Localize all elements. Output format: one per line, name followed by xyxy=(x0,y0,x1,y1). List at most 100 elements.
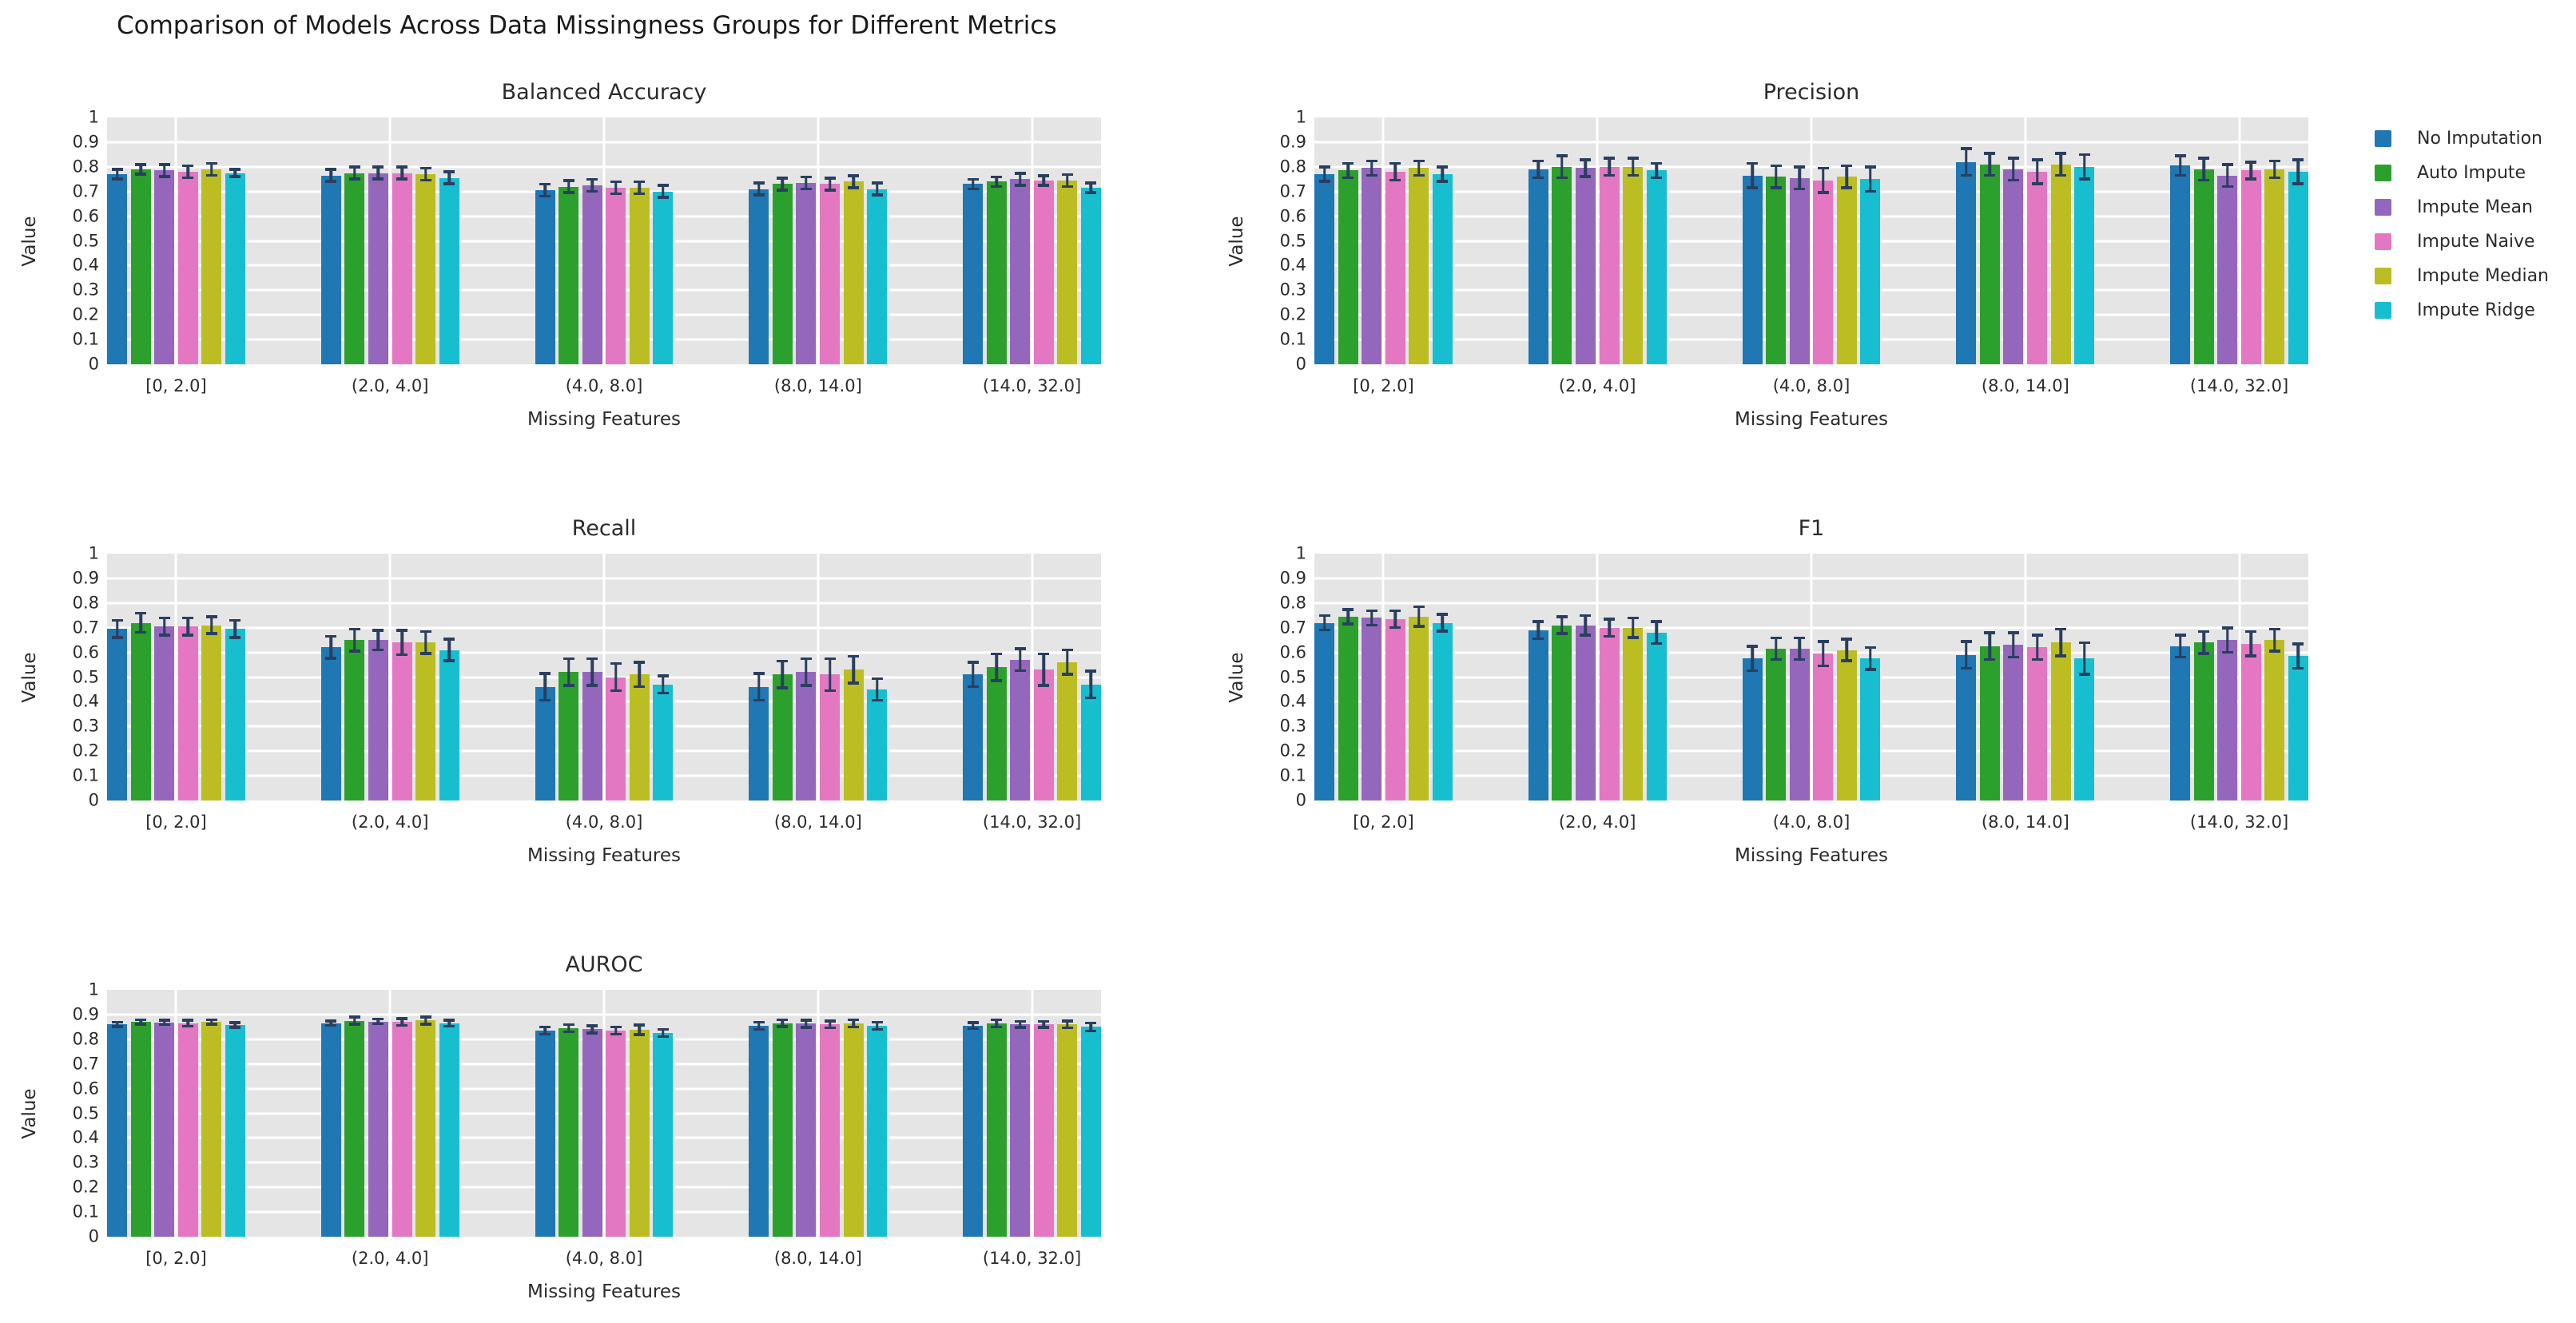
legend-entry[interactable]: Impute Mean xyxy=(2375,190,2549,224)
bar xyxy=(559,186,579,364)
bar-slot xyxy=(320,117,341,364)
bar xyxy=(177,626,198,801)
bar-slot xyxy=(986,990,1007,1237)
legend-label: Impute Median xyxy=(2417,266,2549,286)
error-bar-line xyxy=(1417,605,1421,628)
error-bar-line xyxy=(139,611,142,634)
bar xyxy=(107,629,128,801)
bar xyxy=(368,173,388,364)
error-bar-cap xyxy=(1651,176,1663,180)
legend-entry[interactable]: No Imputation xyxy=(2375,121,2549,156)
v-gridline xyxy=(1381,554,1385,801)
error-bar-cap xyxy=(539,672,551,675)
bar xyxy=(1813,180,1834,364)
y-tick-label: 1 xyxy=(88,979,99,999)
error-bar-line xyxy=(400,629,403,657)
legend-entry[interactable]: Impute Naive xyxy=(2375,224,2549,259)
y-tick-label: 0 xyxy=(1295,354,1306,374)
error-bar-line xyxy=(1018,172,1022,187)
error-bar-line xyxy=(1774,164,1778,189)
bar-slot xyxy=(772,990,793,1237)
figure-title: Comparison of Models Across Data Missing… xyxy=(117,11,1057,40)
error-bar-cap xyxy=(2268,650,2280,653)
error-bar-cap xyxy=(1038,652,1050,656)
error-bar xyxy=(178,164,198,180)
bar-slot xyxy=(130,990,151,1237)
error-bar xyxy=(630,180,650,196)
error-bar-cap xyxy=(871,677,883,681)
error-bar-cap xyxy=(1389,161,1401,165)
error-bar-cap xyxy=(1841,186,1853,189)
error-bar-line xyxy=(1751,161,1754,189)
legend-entry[interactable]: Impute Ridge xyxy=(2375,293,2549,328)
error-bar-line xyxy=(2035,634,2039,662)
error-bar-line xyxy=(852,1018,855,1029)
bar xyxy=(392,642,412,801)
bar xyxy=(796,1023,817,1237)
error-bar-cap xyxy=(182,1019,194,1022)
error-bar-cap xyxy=(1061,1026,1073,1030)
error-bar xyxy=(1576,158,1596,178)
bar xyxy=(2170,165,2191,364)
error-bar-cap xyxy=(419,630,431,634)
error-bar-cap xyxy=(1651,642,1663,646)
error-bar-cap xyxy=(1532,176,1544,180)
bar xyxy=(1409,168,1429,364)
error-bar-cap xyxy=(1366,623,1377,627)
x-tick-label: [0, 2.0] xyxy=(1353,812,1414,832)
legend-entry[interactable]: Impute Median xyxy=(2375,259,2549,293)
error-bar xyxy=(1362,609,1381,627)
bar xyxy=(2288,171,2308,364)
error-bar xyxy=(2217,163,2237,189)
y-tick-label: 0.8 xyxy=(1279,593,1306,613)
x-axis-label: Missing Features xyxy=(527,1281,681,1302)
error-bar xyxy=(749,672,769,702)
y-axis-label: Value xyxy=(1226,651,1247,703)
bar xyxy=(963,674,984,801)
bar xyxy=(1528,630,1548,801)
error-bar-cap xyxy=(396,653,408,657)
error-bar xyxy=(415,1015,435,1026)
legend-entry[interactable]: Auto Impute xyxy=(2375,156,2549,190)
error-bar-line xyxy=(423,630,427,655)
bar-slot xyxy=(1033,117,1054,364)
bar-group xyxy=(535,990,674,1237)
bar-slot xyxy=(1385,117,1405,364)
bar xyxy=(1010,1024,1031,1237)
bar xyxy=(130,1022,151,1237)
error-bar xyxy=(1010,647,1030,673)
error-bar-line xyxy=(1042,652,1046,687)
error-bar-cap xyxy=(1770,658,1782,662)
error-bar xyxy=(439,170,459,185)
error-bar-cap xyxy=(111,177,123,181)
bar-slot xyxy=(629,990,650,1237)
error-bar-cap xyxy=(1960,147,1972,150)
bar-slot xyxy=(2288,554,2308,801)
error-bar xyxy=(201,1018,221,1026)
bar-slot xyxy=(2240,554,2261,801)
y-tick-label: 0.8 xyxy=(1279,157,1306,177)
v-gridline xyxy=(1381,117,1385,364)
bar-slot xyxy=(535,990,555,1237)
bar xyxy=(1575,625,1596,801)
v-gridline xyxy=(2024,554,2027,801)
v-gridline xyxy=(602,117,606,364)
x-tick-label: (2.0, 4.0] xyxy=(1558,376,1636,395)
error-bar-cap xyxy=(2198,157,2210,160)
error-bar xyxy=(1813,166,1833,194)
bar xyxy=(1766,177,1787,364)
bar-slot xyxy=(154,554,175,801)
error-bar-line xyxy=(1393,161,1397,182)
x-tick-label: (4.0, 8.0] xyxy=(565,812,643,832)
error-bar-cap xyxy=(1556,632,1568,635)
bar xyxy=(320,1023,341,1237)
error-bar-cap xyxy=(135,630,147,634)
bar-slot xyxy=(1575,554,1596,801)
bar xyxy=(606,1031,626,1237)
bar xyxy=(1789,177,1810,364)
bar xyxy=(1385,618,1405,801)
bar xyxy=(1742,175,1763,364)
bar xyxy=(2193,169,2214,364)
error-bar-cap xyxy=(539,194,551,198)
error-bar xyxy=(2194,630,2214,655)
